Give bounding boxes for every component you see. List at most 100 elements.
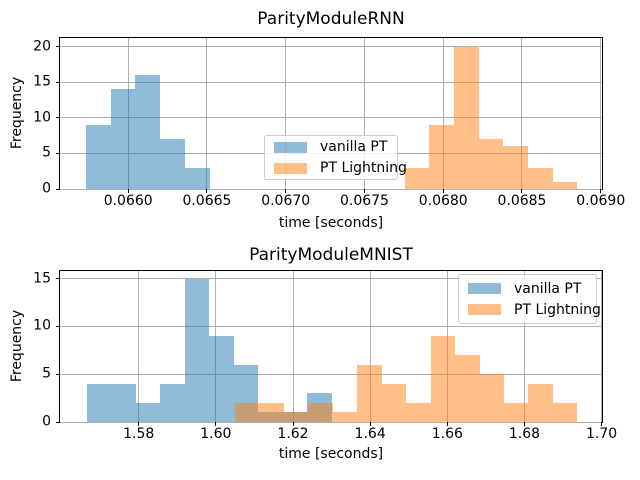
x-axis-label-mnist: time [seconds]: [278, 446, 384, 462]
legend-mnist: vanilla PT PT Lightning: [458, 274, 601, 324]
x-tick-label: 0.0665: [182, 193, 232, 209]
y-tick-label: 20: [33, 38, 51, 55]
hist-bar-pt-lightning: [406, 402, 431, 422]
hist-bar-pt-lightning: [504, 402, 529, 422]
legend-label-vanilla-pt: vanilla PT: [514, 280, 582, 297]
hist-bar-pt-lightning: [528, 167, 553, 189]
x-tick: [138, 422, 140, 426]
hist-bar-pt-lightning: [308, 402, 333, 422]
hist-bar-vanilla-pt: [111, 383, 136, 422]
hist-bar-vanilla-pt: [185, 167, 211, 189]
legend-label-pt-lightning: PT Lightning: [514, 301, 601, 318]
x-tick: [285, 189, 287, 193]
legend-item-pt-lightning: PT Lightning: [468, 302, 601, 318]
y-tick-label: 0: [42, 180, 51, 197]
hist-bar-pt-lightning: [284, 412, 309, 422]
legend-label-pt-lightning: PT Lightning: [320, 160, 407, 176]
legend-item-pt-lightning: PT Lightning: [274, 160, 407, 176]
legend-rnn: vanilla PT PT Lightning: [264, 135, 407, 180]
x-tick: [127, 189, 129, 193]
x-tick: [600, 189, 602, 193]
hist-bar-pt-lightning: [235, 402, 260, 422]
y-tick-label: 5: [42, 365, 51, 382]
x-tick-label: 0.0690: [576, 193, 626, 209]
x-tick-label: 1.60: [200, 426, 232, 442]
hist-bar-pt-lightning: [454, 46, 479, 189]
hist-bar-vanilla-pt: [184, 278, 210, 422]
y-gridline: [60, 46, 602, 48]
y-tick-label: 5: [42, 144, 51, 161]
hist-bar-vanilla-pt: [135, 75, 161, 189]
x-gridline: [369, 271, 371, 422]
y-tick-label: 15: [33, 270, 51, 287]
hist-bar-vanilla-pt: [86, 383, 112, 422]
legend-patch-pt-lightning-icon: [468, 304, 501, 315]
x-gridline: [442, 38, 444, 189]
hist-bar-vanilla-pt: [160, 383, 185, 422]
x-gridline: [363, 38, 365, 189]
hist-bar-pt-lightning: [332, 412, 358, 422]
hist-bar-pt-lightning: [404, 167, 430, 189]
y-gridline: [60, 278, 602, 280]
hist-bar-vanilla-pt: [135, 402, 161, 422]
x-tick-label: 1.70: [586, 426, 618, 442]
x-tick-label: 1.68: [508, 426, 541, 442]
x-tick: [292, 422, 294, 426]
axes-rnn: vanilla PT PT Lightning 0.0660 0.0665 0.06…: [33, 37, 625, 209]
y-tick-label: 10: [33, 109, 51, 126]
x-tick: [523, 422, 525, 426]
y-axis-label-mnist: Frequency: [9, 309, 25, 383]
hist-bar-vanilla-pt: [209, 336, 234, 422]
legend-item-vanilla-pt: vanilla PT: [274, 139, 388, 155]
y-tick-label: 10: [33, 317, 51, 334]
legend-patch-pt-lightning-icon: [274, 162, 307, 174]
x-gridline: [285, 38, 287, 189]
y-tick: [56, 188, 60, 190]
hist-bar-pt-lightning: [357, 364, 382, 422]
x-gridline: [600, 38, 602, 189]
hist-bar-pt-lightning: [259, 402, 285, 422]
chart-title-mnist: ParityModuleMNIST: [249, 245, 413, 265]
x-tick: [446, 422, 448, 426]
y-gridline: [60, 373, 602, 375]
x-tick-label: 0.0670: [261, 193, 311, 209]
axes-mnist: vanilla PT PT Lightning 1.58 1.60 1.62 1.64…: [33, 270, 617, 442]
y-tick: [56, 81, 60, 83]
hist-bar-vanilla-pt: [110, 89, 136, 189]
hist-bar-pt-lightning: [552, 402, 578, 422]
x-tick: [215, 422, 217, 426]
y-tick: [56, 152, 60, 154]
hist-bar-vanilla-pt: [85, 124, 111, 189]
x-gridline: [292, 271, 294, 422]
hist-bar-vanilla-pt: [160, 139, 186, 189]
x-tick-label: 0.0675: [339, 193, 389, 209]
chart-title-rnn: ParityModuleRNN: [257, 9, 405, 29]
y-tick: [56, 373, 60, 375]
x-tick: [601, 422, 603, 426]
legend-patch-vanilla-pt-icon: [274, 141, 307, 153]
y-gridline: [60, 188, 602, 190]
x-tick: [369, 422, 371, 426]
hist-bar-pt-lightning: [479, 374, 504, 422]
y-tick: [56, 46, 60, 48]
legend-item-vanilla-pt: vanilla PT: [468, 281, 587, 297]
x-gridline: [521, 38, 523, 189]
y-tick: [56, 278, 60, 280]
x-tick: [363, 189, 365, 193]
x-tick-label: 1.66: [431, 426, 463, 442]
y-gridline: [60, 421, 602, 423]
x-tick: [521, 189, 523, 193]
x-gridline: [138, 271, 140, 422]
x-tick-label: 1.58: [123, 426, 155, 442]
hist-bar-pt-lightning: [429, 124, 454, 189]
x-tick-label: 1.62: [277, 426, 309, 442]
y-tick: [56, 325, 60, 327]
hist-bar-pt-lightning: [528, 383, 553, 422]
x-gridline: [206, 38, 208, 189]
x-gridline: [601, 271, 603, 422]
x-tick-label: 0.0660: [103, 193, 153, 209]
x-gridline: [523, 271, 525, 422]
y-tick-label: 0: [42, 413, 51, 430]
x-tick: [442, 189, 444, 193]
